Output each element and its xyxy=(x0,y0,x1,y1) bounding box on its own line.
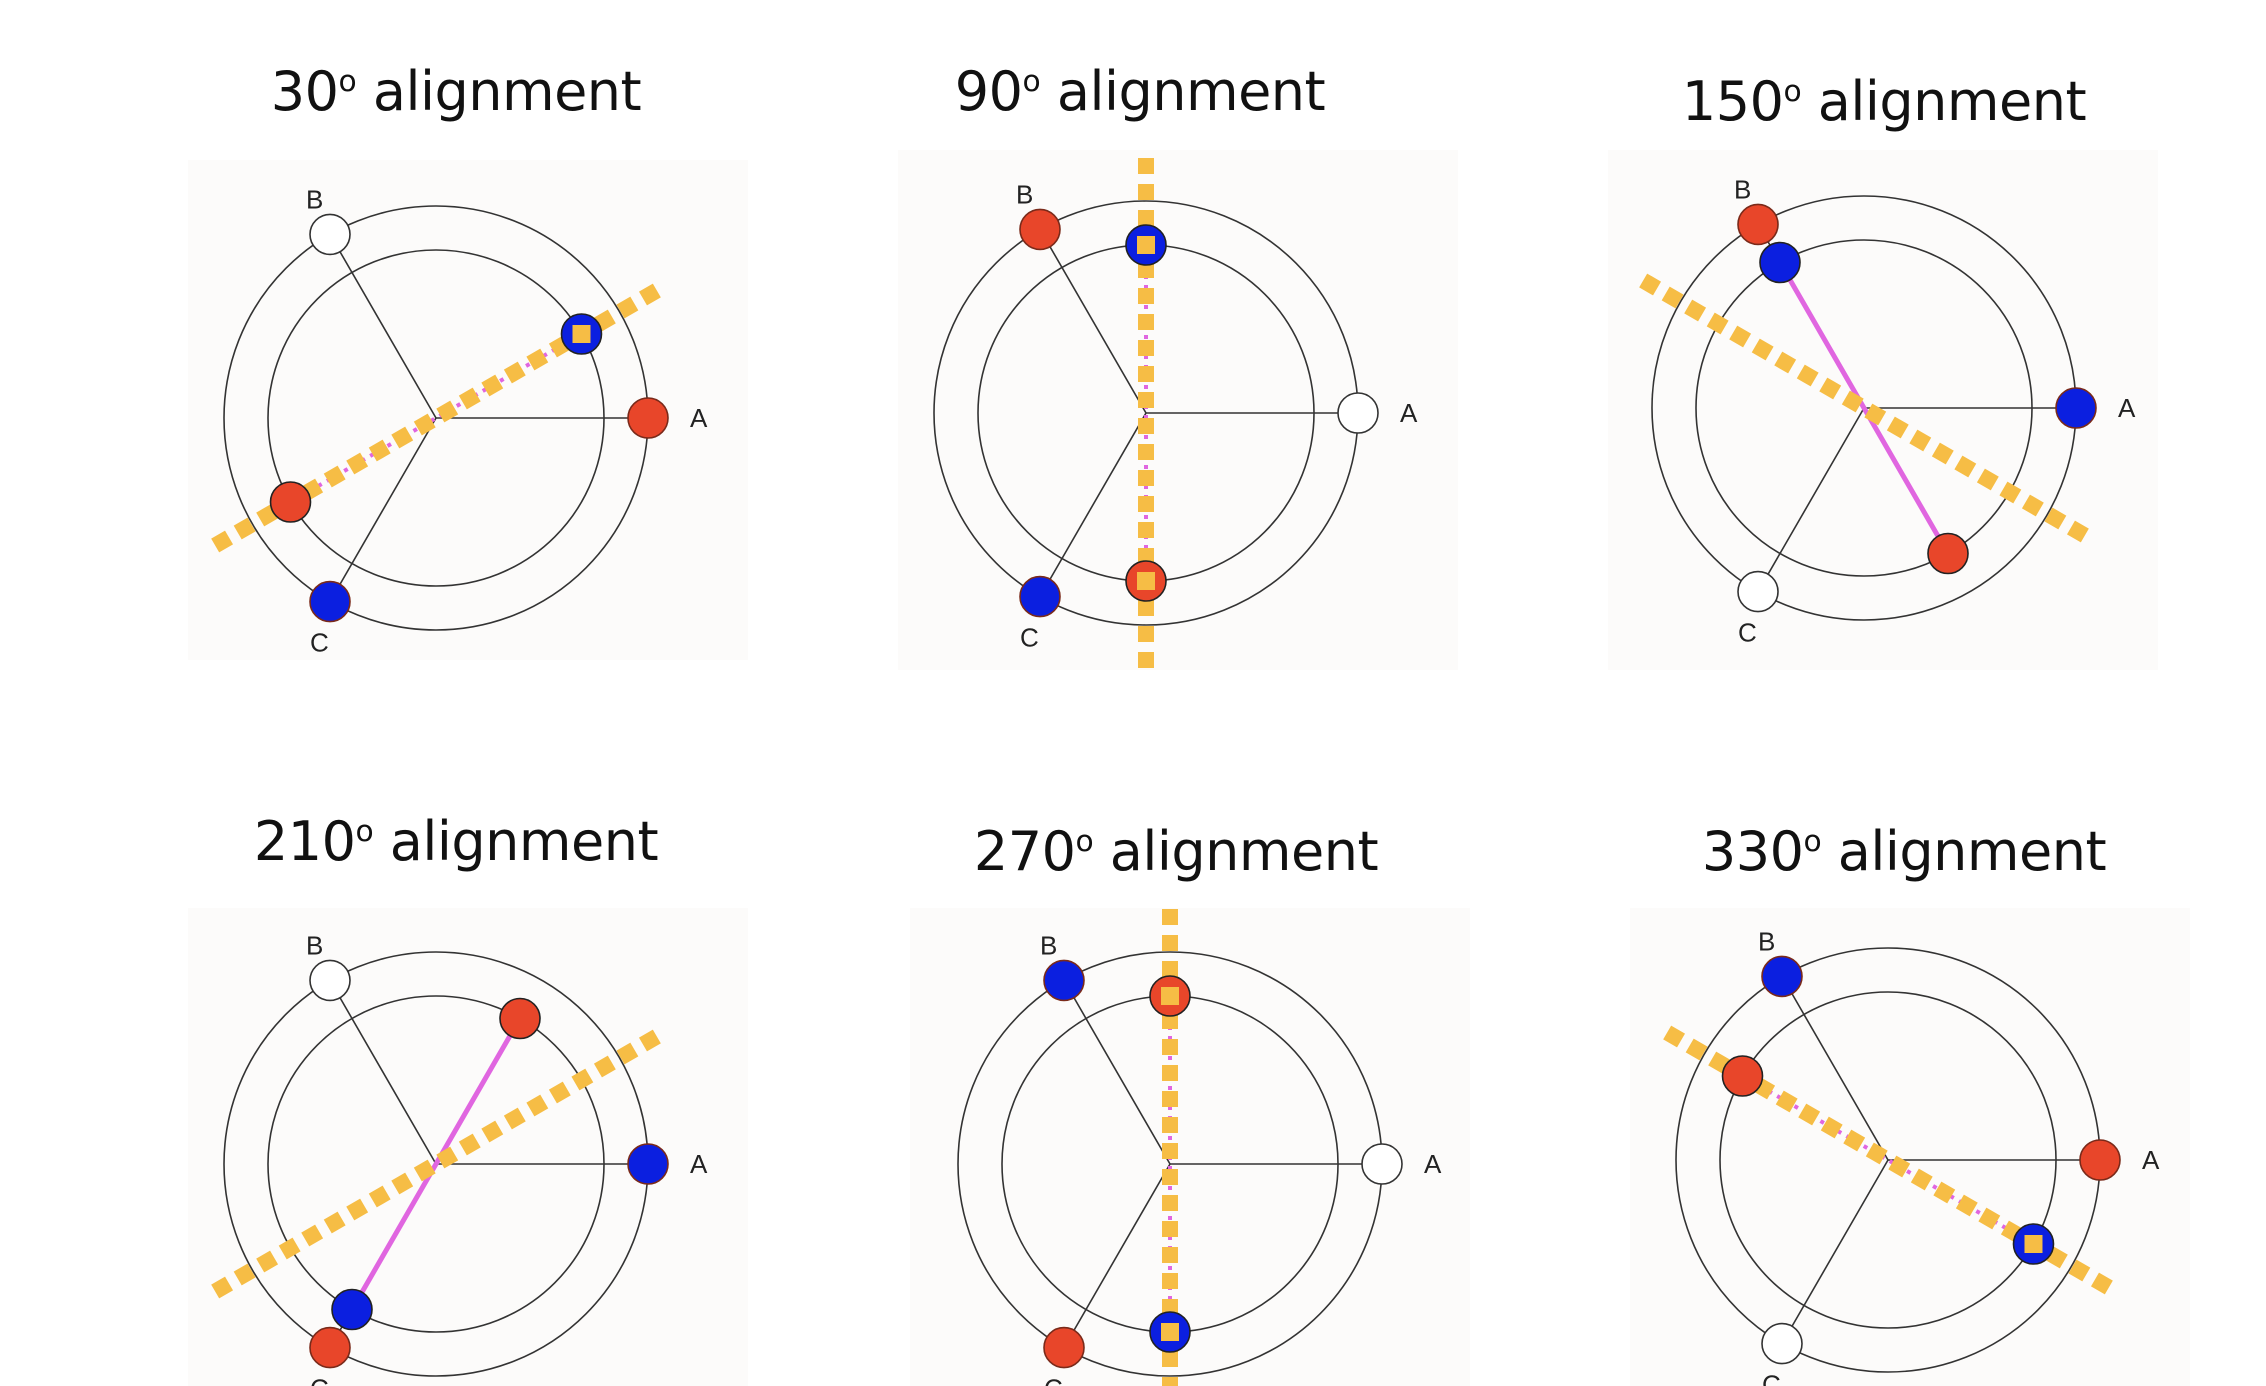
label-b: B xyxy=(306,930,323,960)
phasor-panel-270: A B C xyxy=(910,908,1470,1386)
inner-connector xyxy=(1777,261,1951,555)
label-c: C xyxy=(1762,1370,1781,1386)
inner-connector xyxy=(349,1017,523,1311)
label-c: C xyxy=(1020,623,1039,653)
phase-b-dot xyxy=(309,959,351,1002)
spoke-b xyxy=(1781,976,1889,1161)
phasor-panel-90: A B C xyxy=(898,150,1458,670)
label-a: A xyxy=(1424,1149,1442,1179)
phasor-panel-150: A B C xyxy=(1608,150,2158,670)
phase-a-dot xyxy=(2079,1139,2121,1181)
alignment-marker xyxy=(1161,987,1179,1005)
phase-b-dot xyxy=(309,213,351,256)
inner-dot-red xyxy=(1721,1055,1764,1097)
inner-dot-blue xyxy=(331,1288,373,1331)
inner-dot-red xyxy=(1927,532,1969,575)
phase-b-dot xyxy=(1019,208,1061,251)
phasor-panel-210: A B C xyxy=(188,908,748,1386)
phase-a-dot xyxy=(627,1143,669,1185)
phase-a-dot xyxy=(1361,1143,1403,1185)
phase-a-dot xyxy=(1337,392,1379,434)
alignment-marker xyxy=(1137,236,1155,254)
spoke-c xyxy=(1039,412,1147,597)
phasor-panel-30: A B C xyxy=(188,160,748,660)
panel-title-270: 270o alignment xyxy=(973,820,1379,883)
spoke-b xyxy=(329,234,437,419)
alignment-marker xyxy=(2024,1235,2043,1253)
label-a: A xyxy=(690,403,708,433)
label-c: C xyxy=(310,1374,329,1386)
spoke-c xyxy=(1063,1163,1171,1348)
label-a: A xyxy=(690,1149,708,1179)
panel-title-330: 330o alignment xyxy=(1701,820,2107,883)
phase-b-dot xyxy=(1043,959,1085,1002)
alignment-line xyxy=(211,1029,661,1299)
spoke-b xyxy=(1039,229,1147,414)
panel-title-150: 150o alignment xyxy=(1681,70,2087,133)
label-a: A xyxy=(1400,398,1418,428)
phase-a-dot xyxy=(627,397,669,439)
phase-c-dot xyxy=(1761,1322,1803,1365)
phase-b-dot xyxy=(1737,203,1779,246)
phase-a-dot xyxy=(2055,387,2097,429)
phase-b-dot xyxy=(1761,955,1803,998)
alignment-marker xyxy=(1137,572,1155,590)
phasor-panel-330: A B C xyxy=(1630,908,2190,1386)
alignment-line xyxy=(1639,273,2089,543)
phase-c-dot xyxy=(1737,570,1779,613)
phase-c-dot xyxy=(1043,1326,1085,1369)
phase-c-dot xyxy=(309,580,351,623)
label-b: B xyxy=(306,184,323,214)
panel-title-90: 90o alignment xyxy=(954,60,1326,123)
label-b: B xyxy=(1016,179,1033,209)
label-c: C xyxy=(310,628,329,658)
spoke-c xyxy=(329,417,437,602)
spoke-b xyxy=(329,980,437,1165)
label-a: A xyxy=(2118,393,2136,423)
panel-title-210: 210o alignment xyxy=(253,810,659,873)
phase-c-dot xyxy=(1019,575,1061,618)
inner-dot-red xyxy=(269,481,312,523)
label-c: C xyxy=(1044,1374,1063,1386)
spoke-c xyxy=(1757,407,1865,592)
label-a: A xyxy=(2142,1145,2160,1175)
inner-dot-red xyxy=(499,997,541,1040)
label-c: C xyxy=(1738,618,1757,648)
panel-title-30: 30o alignment xyxy=(270,60,642,123)
alignment-marker xyxy=(572,325,591,343)
inner-dot-blue xyxy=(1759,241,1801,284)
spoke-c xyxy=(1781,1159,1889,1344)
alignment-marker xyxy=(1161,1323,1179,1341)
label-b: B xyxy=(1734,174,1751,204)
phase-c-dot xyxy=(309,1326,351,1369)
label-b: B xyxy=(1040,930,1057,960)
spoke-b xyxy=(1063,980,1171,1165)
label-b: B xyxy=(1758,926,1775,956)
